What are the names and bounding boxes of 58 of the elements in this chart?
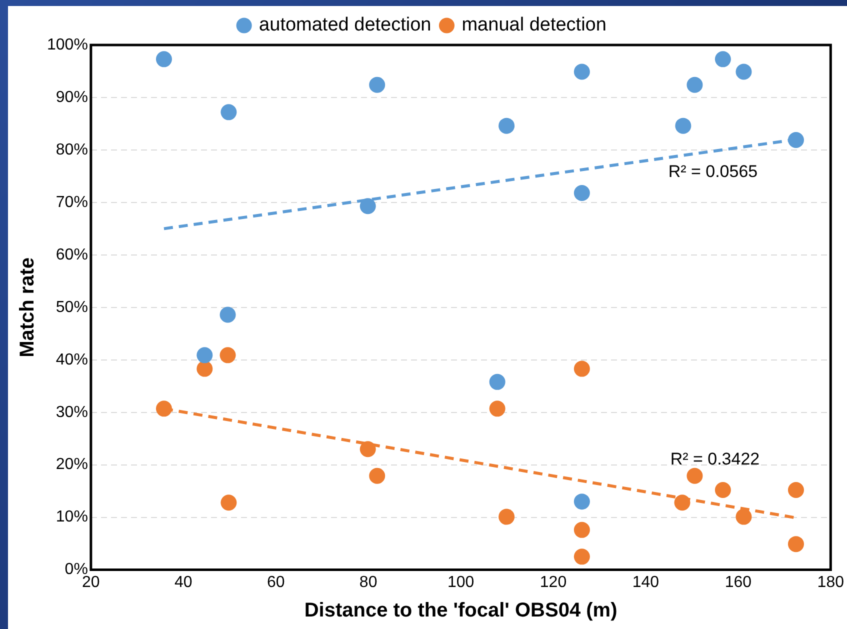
point xyxy=(489,400,506,417)
point xyxy=(574,360,590,377)
point xyxy=(196,347,213,364)
point xyxy=(498,118,515,134)
x-tick-label: 140 xyxy=(632,574,660,591)
point xyxy=(574,64,590,80)
point xyxy=(736,508,752,525)
point xyxy=(714,51,731,68)
x-axis-title: Distance to the 'focal' OBS04 (m) xyxy=(304,600,618,622)
point xyxy=(686,76,703,93)
point xyxy=(220,306,236,323)
annotation: R² = 0.0565 xyxy=(668,162,758,182)
point xyxy=(489,374,506,390)
legend-label: manual detection xyxy=(462,14,606,36)
x-tick-label: 40 xyxy=(174,574,192,591)
point xyxy=(156,51,172,68)
point xyxy=(674,494,690,511)
point xyxy=(574,548,590,565)
x-tick-label: 180 xyxy=(817,574,844,591)
point xyxy=(788,132,804,148)
point xyxy=(675,118,692,134)
point xyxy=(220,104,237,120)
y-tick-label: 30% xyxy=(56,404,88,421)
x-tick-label: 60 xyxy=(266,574,285,591)
x-tick-label: 80 xyxy=(359,574,378,591)
legend-label: automated detection xyxy=(259,14,432,36)
y-tick-label: 40% xyxy=(56,351,88,368)
y-tick-label: 70% xyxy=(56,194,88,211)
point xyxy=(369,468,386,484)
point xyxy=(736,64,752,80)
point xyxy=(360,198,376,214)
point xyxy=(196,360,213,377)
point xyxy=(220,494,237,511)
point xyxy=(220,347,236,364)
point xyxy=(714,482,731,498)
point xyxy=(788,536,804,552)
x-tick-label: 20 xyxy=(82,574,100,591)
y-tick-label: 50% xyxy=(56,298,88,316)
x-tick-label: 100 xyxy=(447,574,474,591)
annotation: R² = 0.3422 xyxy=(670,450,760,469)
x-tick-label: 120 xyxy=(540,574,567,591)
point xyxy=(574,494,590,510)
point xyxy=(574,184,590,201)
point xyxy=(574,522,590,538)
y-tick-label: 20% xyxy=(56,456,88,474)
point xyxy=(788,482,804,498)
point xyxy=(498,508,515,525)
x-tick-label: 160 xyxy=(724,574,752,591)
y-tick-label: 80% xyxy=(56,141,88,158)
point xyxy=(360,441,376,458)
y-tick-label: 10% xyxy=(56,508,88,526)
point xyxy=(369,76,386,93)
y-tick-label: 60% xyxy=(56,246,88,264)
point xyxy=(686,468,703,484)
y-axis-title: Match rate xyxy=(16,257,39,358)
y-tick-label: 90% xyxy=(56,88,88,106)
point xyxy=(156,400,172,417)
y-tick-label: 100% xyxy=(47,36,88,54)
